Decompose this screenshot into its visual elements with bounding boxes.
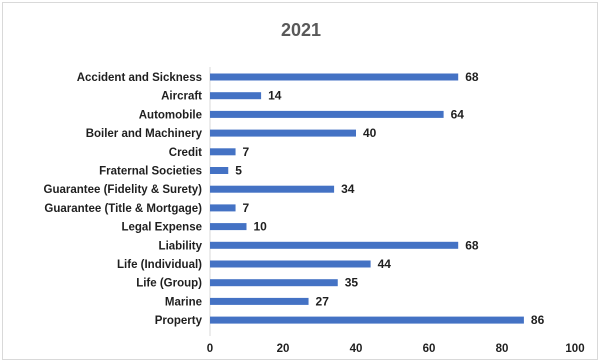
category-label: Legal Expense bbox=[121, 222, 202, 234]
x-tick-label: 40 bbox=[350, 343, 363, 355]
category-label: Life (Individual) bbox=[117, 259, 202, 271]
bar bbox=[210, 167, 229, 174]
category-label: Property bbox=[155, 315, 203, 327]
data-label: 14 bbox=[268, 89, 282, 103]
data-label: 34 bbox=[341, 182, 355, 196]
data-label: 40 bbox=[363, 126, 377, 140]
bar bbox=[210, 92, 262, 100]
data-label: 44 bbox=[378, 257, 392, 271]
data-label: 10 bbox=[254, 220, 268, 234]
x-tick-label: 60 bbox=[423, 343, 436, 355]
data-label: 27 bbox=[316, 294, 330, 308]
chart-title: 2021 bbox=[280, 20, 322, 40]
category-label: Accident and Sickness bbox=[77, 72, 202, 84]
bar bbox=[210, 204, 236, 212]
data-label: 68 bbox=[465, 238, 479, 252]
data-label: 86 bbox=[531, 313, 545, 327]
category-label: Marine bbox=[165, 296, 202, 308]
category-label: Automobile bbox=[139, 109, 202, 121]
category-label: Boiler and Machinery bbox=[86, 128, 203, 140]
bar bbox=[210, 223, 247, 231]
bar bbox=[210, 185, 335, 193]
data-label: 7 bbox=[243, 145, 250, 159]
category-label: Life (Group) bbox=[136, 278, 202, 290]
x-tick-label: 20 bbox=[277, 343, 290, 355]
bar bbox=[210, 148, 236, 156]
category-label: Guarantee (Title & Mortgage) bbox=[44, 203, 202, 215]
data-label: 5 bbox=[235, 164, 242, 178]
category-label: Fraternal Societies bbox=[99, 166, 202, 178]
data-label: 35 bbox=[345, 276, 359, 290]
bar bbox=[210, 110, 444, 118]
bar bbox=[210, 279, 338, 287]
bar bbox=[210, 73, 459, 81]
bar bbox=[210, 297, 309, 305]
category-label: Credit bbox=[169, 147, 202, 159]
data-label: 68 bbox=[465, 70, 479, 84]
x-tick-label: 0 bbox=[207, 343, 213, 355]
bar bbox=[210, 316, 524, 324]
category-label: Guarantee (Fidelity & Surety) bbox=[44, 184, 203, 196]
bar bbox=[210, 260, 371, 268]
data-label: 64 bbox=[451, 107, 465, 121]
category-label: Aircraft bbox=[161, 91, 202, 103]
bar bbox=[210, 129, 356, 137]
x-tick-label: 100 bbox=[565, 343, 584, 355]
data-label: 7 bbox=[243, 201, 250, 215]
category-label: Liability bbox=[159, 240, 203, 252]
bar bbox=[210, 241, 459, 249]
x-tick-label: 80 bbox=[496, 343, 509, 355]
